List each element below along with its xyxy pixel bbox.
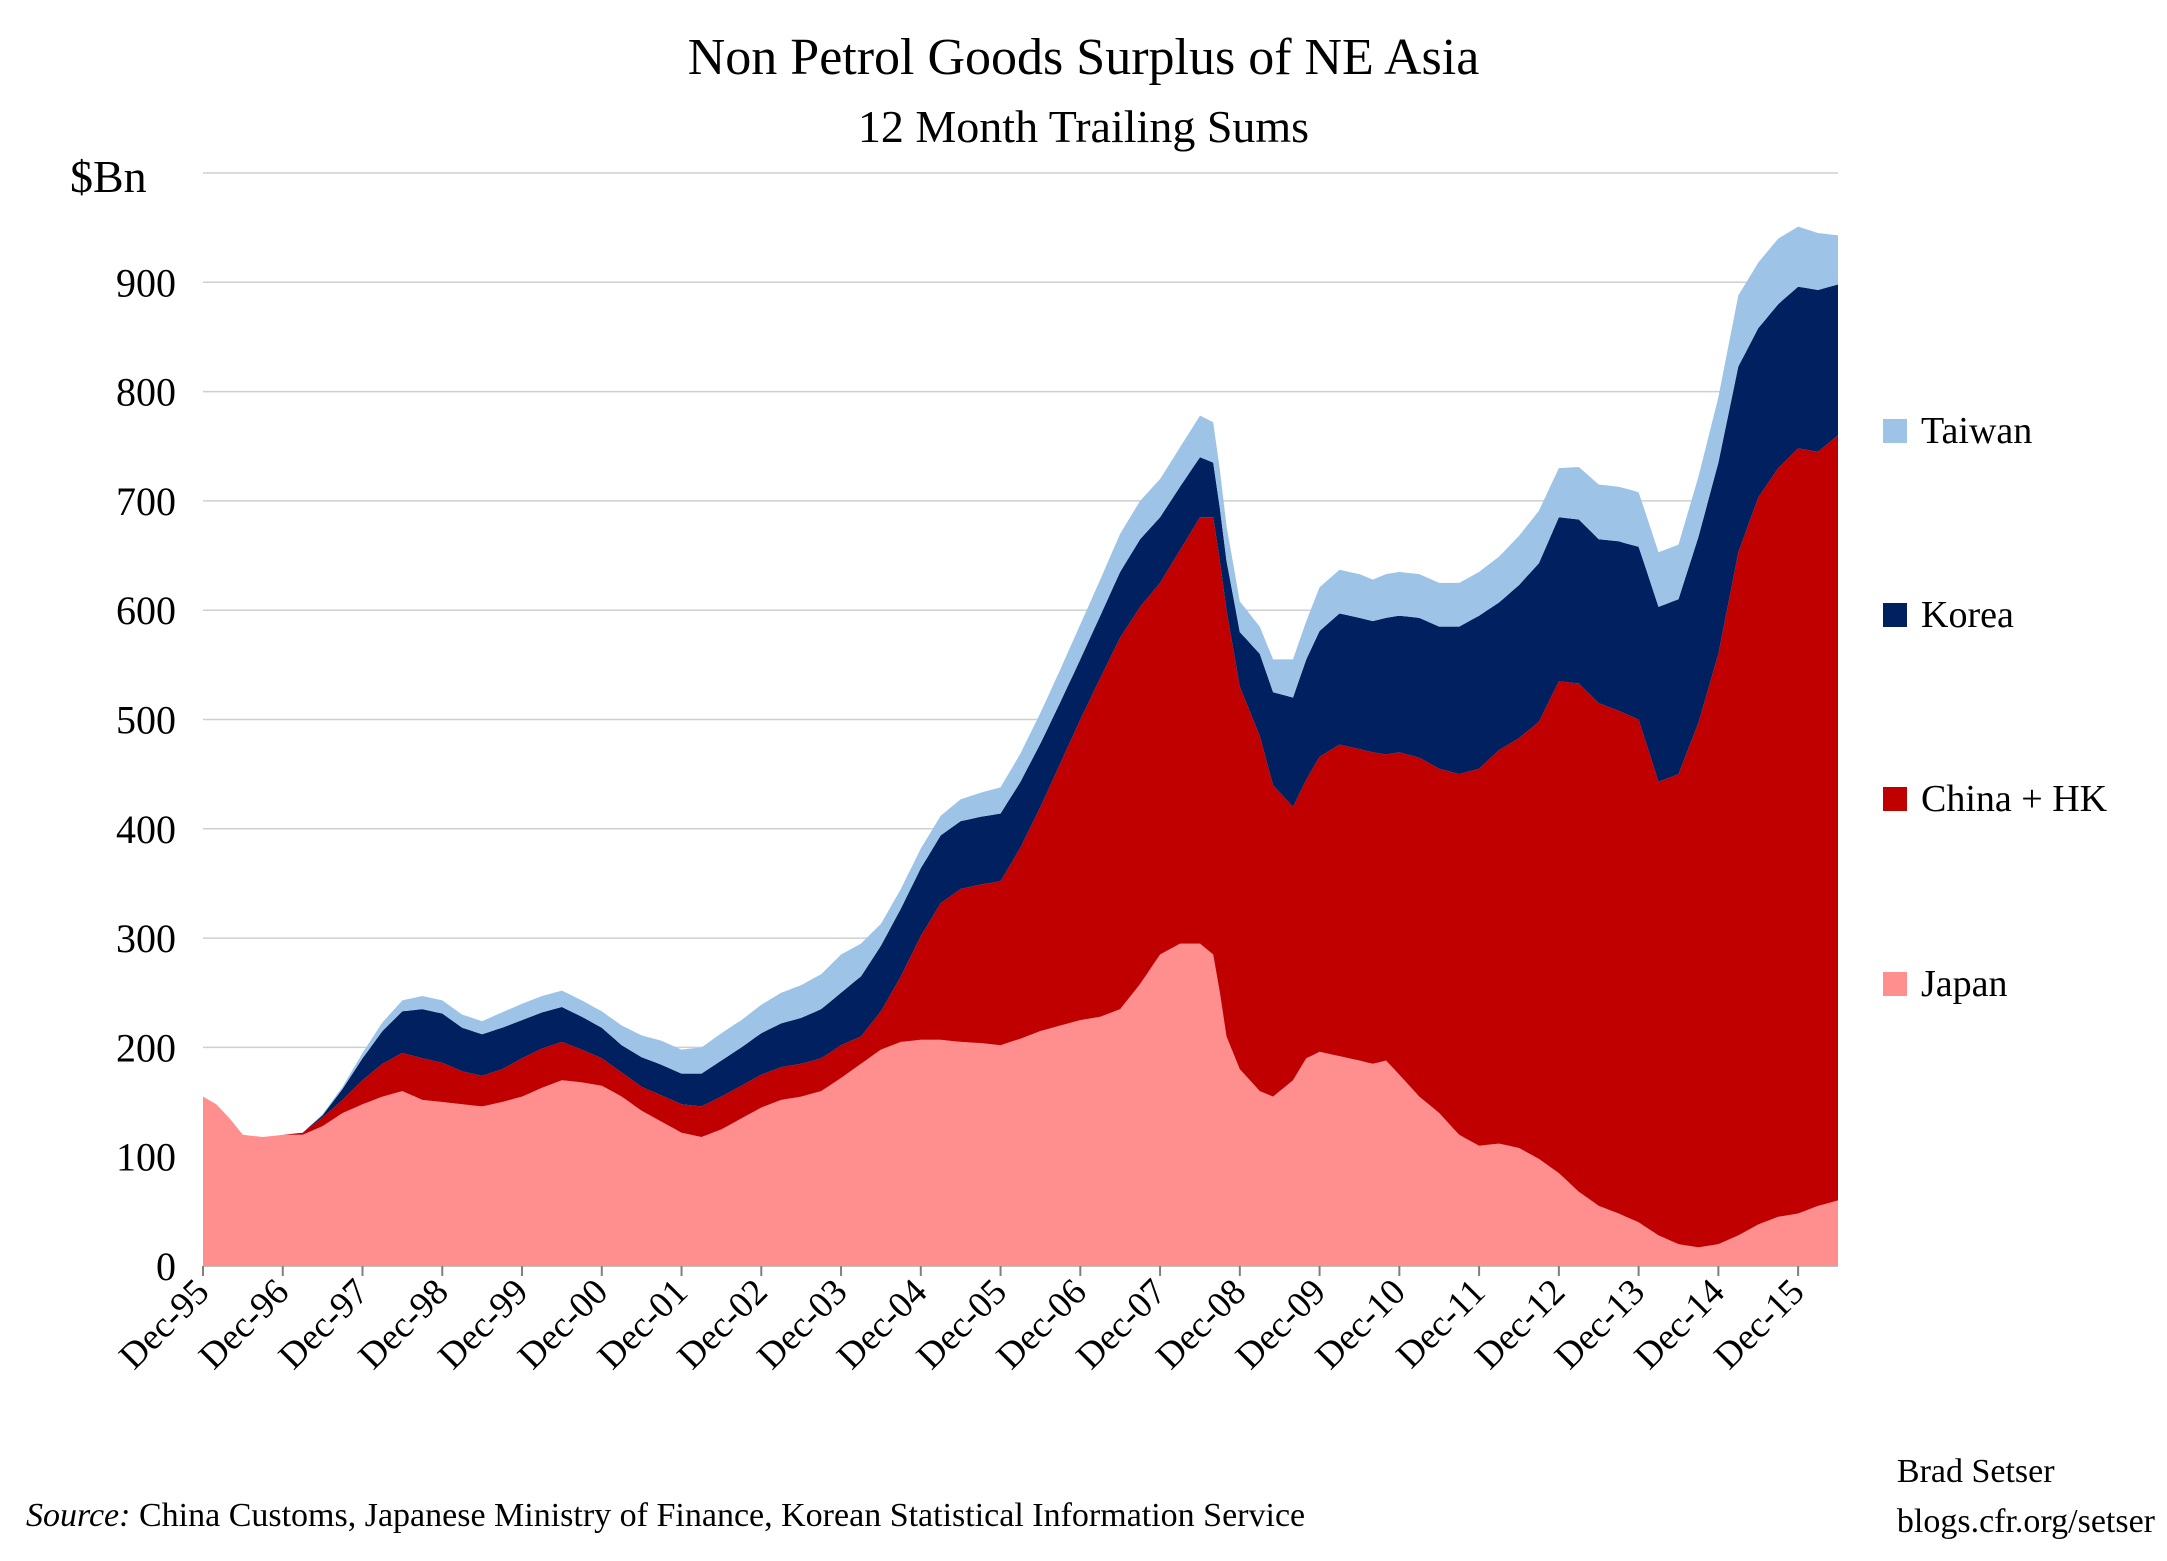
x-tick-label: Dec-96 xyxy=(191,1271,297,1377)
x-tick-label: Dec-09 xyxy=(1228,1271,1334,1377)
y-tick-label: 700 xyxy=(116,479,176,524)
x-tick-label: Dec-01 xyxy=(590,1271,696,1377)
author-credit: Brad Setser blogs.cfr.org/setser xyxy=(1897,1447,2155,1547)
y-tick-label: 200 xyxy=(116,1025,176,1070)
x-tick-label: Dec-15 xyxy=(1706,1271,1812,1377)
x-tick-label: Dec-03 xyxy=(749,1271,855,1377)
x-tick-label: Dec-05 xyxy=(909,1271,1015,1377)
legend-label-korea: Korea xyxy=(1921,594,2014,636)
y-tick-label: 400 xyxy=(116,807,176,852)
x-axis-ticks: Dec-95Dec-96Dec-97Dec-98Dec-99Dec-00Dec-… xyxy=(111,1266,1812,1377)
x-tick-label: Dec-97 xyxy=(271,1271,377,1377)
x-tick-label: Dec-13 xyxy=(1547,1271,1653,1377)
y-tick-label: 600 xyxy=(116,588,176,633)
series-area-china-hk xyxy=(203,435,1838,1248)
legend-label-japan: Japan xyxy=(1921,963,2008,1005)
legend-swatch-taiwan xyxy=(1883,419,1907,443)
y-tick-label: 500 xyxy=(116,698,176,743)
legend-label-taiwan: Taiwan xyxy=(1921,410,2033,452)
y-tick-label: 100 xyxy=(116,1135,176,1180)
legend-item-china-hk: China + HK xyxy=(1883,778,2108,820)
y-axis-unit-label: $Bn xyxy=(70,151,147,202)
source-prefix: Source: xyxy=(26,1497,131,1534)
chart-subtitle: 12 Month Trailing Sums xyxy=(857,101,1310,152)
y-tick-label: 300 xyxy=(116,916,176,961)
stacked-area-series xyxy=(203,226,1838,1266)
series-area-korea xyxy=(203,284,1838,1137)
x-tick-label: Dec-08 xyxy=(1148,1271,1254,1377)
legend-item-taiwan: Taiwan xyxy=(1883,410,2033,452)
x-tick-label: Dec-00 xyxy=(510,1271,616,1377)
legend-swatch-korea xyxy=(1883,603,1907,627)
legend-label-china-hk: China + HK xyxy=(1921,778,2108,820)
x-tick-label: Dec-02 xyxy=(670,1271,776,1377)
chart-title: Non Petrol Goods Surplus of NE Asia xyxy=(687,29,1480,86)
series-area-japan xyxy=(203,943,1838,1266)
x-tick-label: Dec-98 xyxy=(351,1271,457,1377)
credit-name: Brad Setser xyxy=(1896,1453,2055,1490)
source-text: China Customs, Japanese Ministry of Fina… xyxy=(130,1497,1306,1534)
x-tick-label: Dec-04 xyxy=(829,1271,935,1377)
x-tick-label: Dec-10 xyxy=(1308,1271,1414,1377)
x-tick-label: Dec-14 xyxy=(1627,1271,1733,1377)
x-tick-label: Dec-12 xyxy=(1467,1271,1573,1377)
y-axis-ticks: 0 100 200 300 400 500 600 700 800 900 xyxy=(116,260,176,1289)
x-tick-label: Dec-11 xyxy=(1388,1271,1493,1376)
x-tick-label: Dec-99 xyxy=(430,1271,536,1377)
x-tick-label: Dec-06 xyxy=(989,1271,1095,1377)
y-tick-label: 900 xyxy=(116,260,176,305)
source-note: Source: China Customs, Japanese Ministry… xyxy=(26,1497,1305,1535)
legend-swatch-japan xyxy=(1883,972,1907,996)
y-tick-label: 800 xyxy=(116,370,176,415)
legend-item-korea: Korea xyxy=(1883,594,2014,636)
credit-url: blogs.cfr.org/setser xyxy=(1896,1503,2155,1540)
legend-item-japan: Japan xyxy=(1883,963,2008,1005)
x-tick-label: Dec-07 xyxy=(1068,1271,1174,1377)
legend-swatch-china-hk xyxy=(1883,787,1907,811)
y-tick-label: 0 xyxy=(156,1244,176,1289)
